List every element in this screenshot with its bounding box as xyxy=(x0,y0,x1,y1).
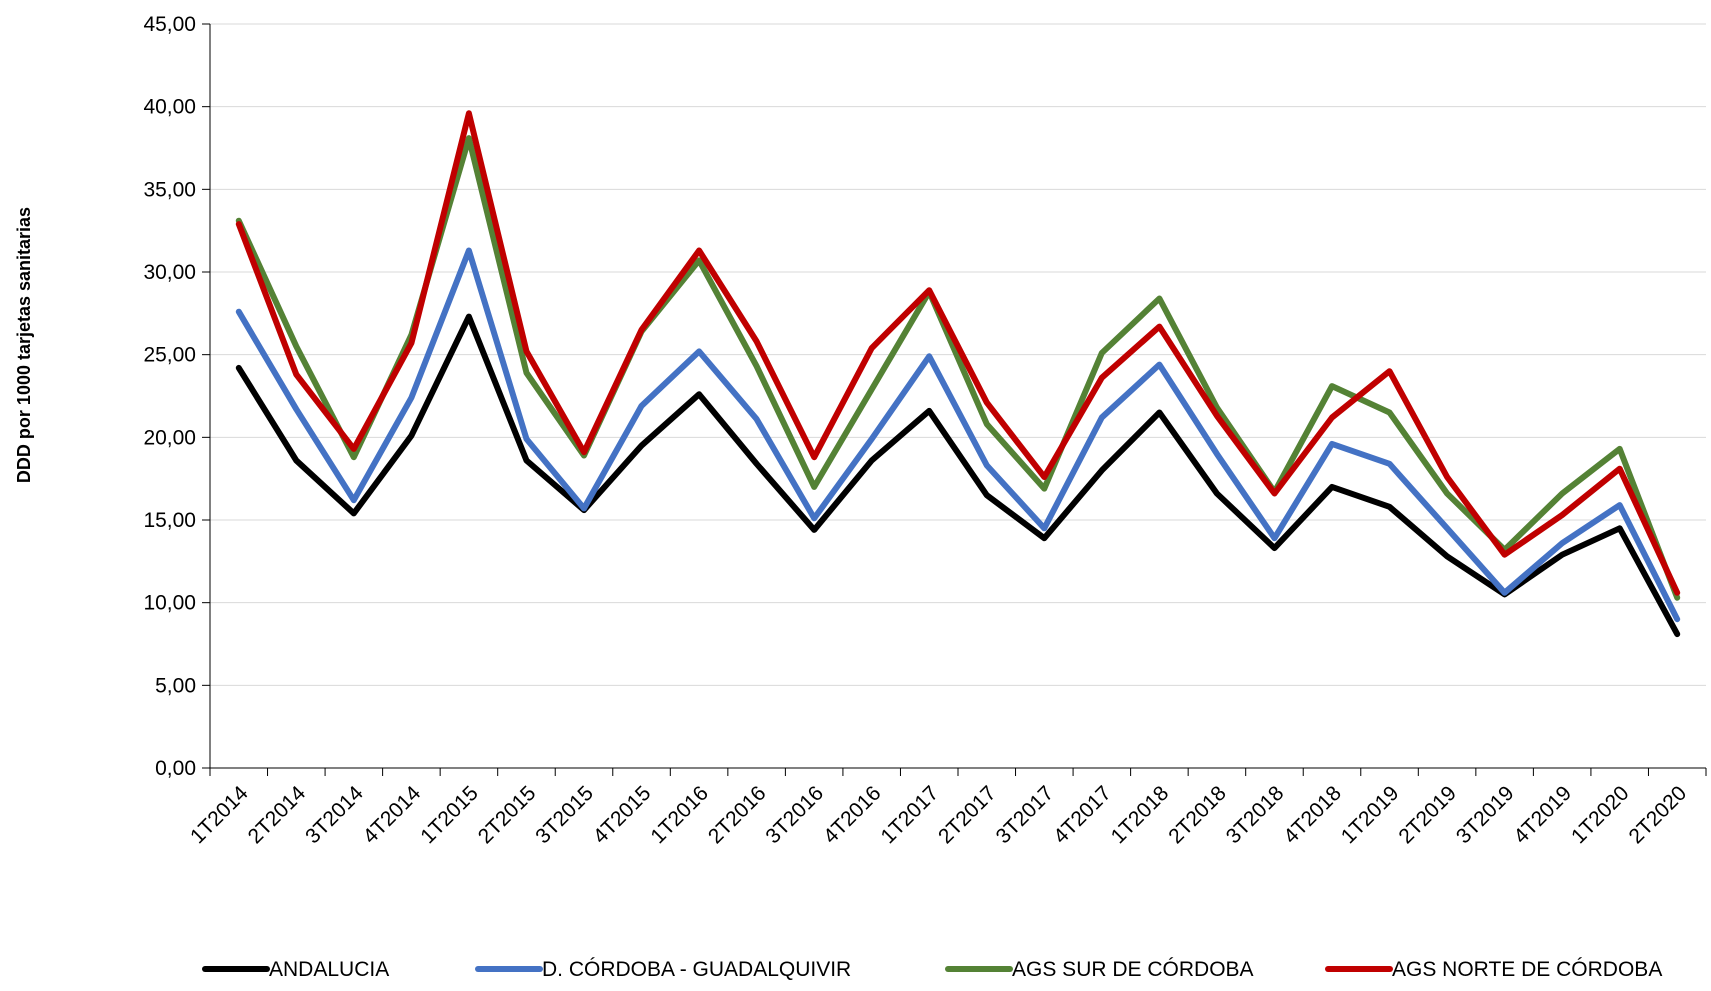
x-tick-label: 1T2019 xyxy=(1337,782,1404,849)
x-tick-label: 4T2017 xyxy=(1049,782,1116,849)
x-tick-label: 3T2019 xyxy=(1452,782,1519,849)
x-tick-label: 2T2016 xyxy=(704,782,771,849)
y-tick-label: 20,00 xyxy=(143,426,196,449)
x-tick-labels: 1T20142T20143T20144T20141T20152T20153T20… xyxy=(186,781,1691,848)
y-tick-label: 15,00 xyxy=(143,509,196,532)
y-tick-label: 5,00 xyxy=(155,674,196,697)
x-tick-label: 2T2020 xyxy=(1625,782,1692,849)
y-tick-labels: 0,00 5,00 10,00 15,00 20,00 25,00 30,00 35,00 40… xyxy=(143,13,196,780)
x-tick-label: 4T2018 xyxy=(1279,782,1346,849)
x-tick-label: 4T2014 xyxy=(359,781,426,848)
x-tick-label: 4T2019 xyxy=(1509,782,1576,849)
x-tick-label: 4T2016 xyxy=(819,782,886,849)
y-tick-label: 35,00 xyxy=(143,178,196,201)
x-tick-label: 2T2014 xyxy=(244,781,311,848)
x-tick-label: 2T2015 xyxy=(474,782,541,849)
y-tick-label: 40,00 xyxy=(143,96,196,119)
y-tick-label: 30,00 xyxy=(143,261,196,284)
x-tick-label: 2T2019 xyxy=(1394,782,1461,849)
series-line-3 xyxy=(235,135,1681,601)
legend-label: D. CÓRDOBA - GUADALQUIVIR xyxy=(542,958,851,981)
x-tick-label: 3T2017 xyxy=(992,782,1059,849)
x-tick-label: 1T2015 xyxy=(416,782,483,849)
x-tick-label: 4T2015 xyxy=(589,782,656,849)
x-tick-label: 3T2015 xyxy=(531,782,598,849)
series-lines xyxy=(235,110,1681,638)
y-tick-label: 25,00 xyxy=(143,344,196,367)
legend-label: AGS SUR DE CÓRDOBA xyxy=(1012,958,1254,981)
x-tick-label: 1T2016 xyxy=(646,782,713,849)
x-tick-label: 2T2017 xyxy=(934,782,1001,849)
series-line-2 xyxy=(235,247,1681,623)
axes xyxy=(202,23,1707,776)
x-tick-label: 1T2018 xyxy=(1107,782,1174,849)
x-tick-label: 3T2018 xyxy=(1222,782,1289,849)
y-tick-label: 0,00 xyxy=(155,757,196,780)
x-tick-label: 3T2014 xyxy=(301,781,368,848)
legend-label: ANDALUCIA xyxy=(269,958,389,981)
legend: ANDALUCIA D. CÓRDOBA - GUADALQUIVIR AGS SU… xyxy=(202,958,1662,981)
x-tick-label: 2T2018 xyxy=(1164,782,1231,849)
series-line-4 xyxy=(235,110,1681,596)
x-tick-label: 1T2017 xyxy=(877,782,944,849)
x-tick-label: 1T2014 xyxy=(186,781,253,848)
legend-label: AGS NORTE DE CÓRDOBA xyxy=(1392,958,1662,981)
y-axis-label: DDD por 1000 tarjetas sanitarias xyxy=(14,207,34,483)
y-tick-label: 45,00 xyxy=(143,13,196,36)
y-tick-label: 10,00 xyxy=(143,592,196,615)
series-line-1 xyxy=(235,313,1681,638)
x-tick-label: 1T2020 xyxy=(1567,782,1634,849)
x-tick-label: 3T2016 xyxy=(761,782,828,849)
